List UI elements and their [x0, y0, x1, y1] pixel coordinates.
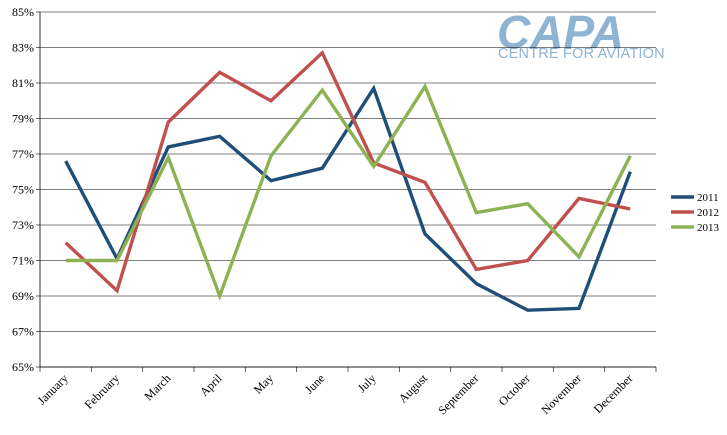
y-tick-label: 81% [12, 76, 34, 90]
y-tick-label: 67% [12, 325, 34, 339]
x-axis-ticks: January February March April May June July Augu… [34, 371, 635, 418]
y-axis-ticks: 65% 67% 69% 71% 73% 75% 77% 79% 81% 83% 85% [12, 5, 34, 374]
series-line-2013 [65, 82, 632, 301]
x-tick-label: March [141, 371, 173, 403]
x-tick-label: February [82, 371, 123, 412]
logo-wordmark: CAPA [497, 6, 624, 58]
legend-label-2013: 2013 [697, 222, 720, 234]
legend: 2011 2012 2013 [671, 192, 720, 234]
gridlines [36, 11, 656, 368]
capa-logo: CAPA CENTRE FOR AVIATION [497, 6, 665, 62]
y-tick-label: 65% [12, 360, 34, 374]
series-lines [64, 49, 632, 312]
y-tick-label: 77% [12, 147, 34, 161]
x-tick-label: December [591, 371, 636, 416]
x-tick-label: September [435, 371, 481, 417]
y-tick-label: 79% [12, 112, 34, 126]
y-tick-label: 85% [12, 5, 34, 19]
legend-label-2012: 2012 [697, 207, 719, 219]
legend-label-2011: 2011 [697, 192, 719, 204]
y-tick-label: 75% [12, 183, 34, 197]
y-tick-label: 83% [12, 41, 34, 55]
logo-subtitle: CENTRE FOR AVIATION [498, 46, 665, 62]
x-tick-label: November [538, 371, 584, 417]
series-line-2011 [64, 84, 632, 312]
x-tick-label: April [197, 371, 225, 399]
x-axis [39, 12, 657, 372]
y-tick-label: 69% [12, 289, 34, 303]
x-tick-label: June [302, 371, 327, 396]
x-tick-label: October [496, 371, 533, 408]
x-tick-label: July [355, 371, 379, 395]
y-tick-label: 71% [12, 254, 34, 268]
series-line-2012 [64, 49, 631, 294]
x-tick-label: January [34, 371, 70, 407]
x-tick-label: August [396, 371, 431, 406]
x-tick-label: May [251, 371, 276, 396]
y-tick-label: 73% [12, 218, 34, 232]
